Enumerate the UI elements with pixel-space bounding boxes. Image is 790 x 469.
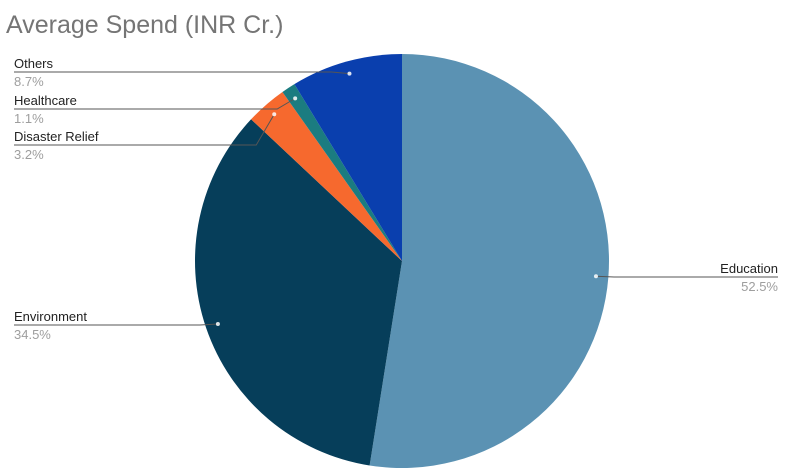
- leader-dot-disaster-relief: [272, 112, 277, 117]
- slice-label-education: Education: [720, 261, 778, 276]
- slice-percent-environment: 34.5%: [14, 327, 51, 342]
- slice-percent-education: 52.5%: [741, 279, 778, 294]
- pie-slice-others: [294, 54, 402, 261]
- pie-slice-environment: [195, 119, 402, 466]
- slice-label-disaster-relief: Disaster Relief: [14, 129, 99, 144]
- leader-dot-others: [347, 71, 352, 76]
- leader-line-healthcare: [14, 97, 296, 110]
- slice-percent-healthcare: 1.1%: [14, 111, 44, 126]
- slice-labels: Education 52.5% Environment 34.5% Disaster R…: [14, 56, 778, 342]
- leader-line-environment: [14, 323, 218, 326]
- slice-percent-disaster-relief: 3.2%: [14, 147, 44, 162]
- leader-lines: [14, 71, 778, 327]
- leader-dot-education: [593, 274, 598, 279]
- slice-percent-others: 8.7%: [14, 74, 44, 89]
- leader-line-education: [595, 275, 778, 278]
- pie-slice-disaster-relief: [251, 92, 402, 261]
- leader-line-others: [14, 71, 350, 75]
- leader-dot-environment: [215, 322, 220, 327]
- pie-slice-healthcare: [282, 84, 402, 261]
- leader-line-disaster-relief: [14, 113, 275, 146]
- pie-slice-education: [369, 54, 610, 469]
- leader-dot-healthcare: [293, 96, 298, 101]
- pie-slices: [195, 54, 610, 469]
- slice-label-environment: Environment: [14, 309, 87, 324]
- slice-label-others: Others: [14, 56, 54, 71]
- slice-label-healthcare: Healthcare: [14, 93, 77, 108]
- chart-title: Average Spend (INR Cr.): [6, 11, 283, 39]
